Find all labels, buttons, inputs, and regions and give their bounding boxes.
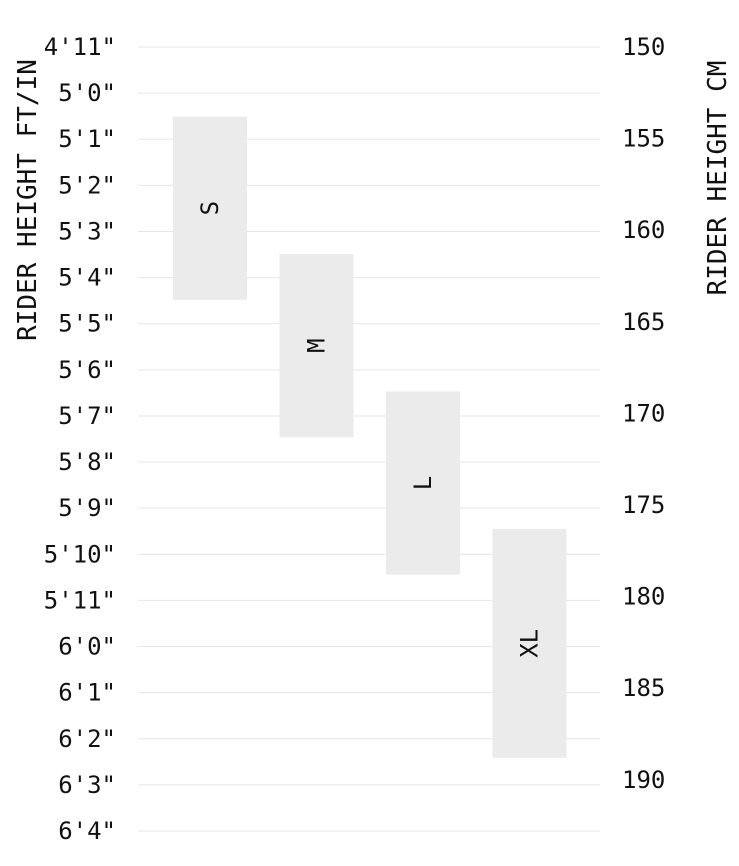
cm-tick-label: 165 xyxy=(622,308,665,336)
size-label-m: M xyxy=(303,338,331,352)
ft-tick-label: 5'0" xyxy=(58,79,116,107)
cm-tick-label: 185 xyxy=(622,674,665,702)
ft-tick-label: 6'2" xyxy=(58,725,116,753)
cm-tick-label: 190 xyxy=(622,766,665,794)
cm-tick-label: 175 xyxy=(622,491,665,519)
ft-tick-label: 5'7" xyxy=(58,402,116,430)
size-bar-s xyxy=(173,116,247,300)
size-bars: S M L XL xyxy=(173,116,567,758)
ft-tick-label: 5'11" xyxy=(44,586,116,614)
ft-tick-label: 5'6" xyxy=(58,356,116,384)
size-label-l: L xyxy=(409,476,437,490)
size-bar-xl xyxy=(492,528,567,758)
right-axis-title: RIDER HEIGHT CM xyxy=(703,61,733,296)
size-label-xl: XL xyxy=(516,629,544,658)
ft-tick-label: 5'4" xyxy=(58,264,116,292)
cm-tick-label: 150 xyxy=(622,33,665,61)
ft-tick-label: 5'9" xyxy=(58,494,116,522)
cm-tick-label: 155 xyxy=(622,125,665,153)
cm-tick-label: 170 xyxy=(622,399,665,427)
ft-tick-label: 6'3" xyxy=(58,771,116,799)
ft-tick-label: 5'5" xyxy=(58,310,116,338)
size-bar-m xyxy=(279,254,354,438)
ft-tick-label: 5'2" xyxy=(58,171,116,199)
ft-tick-label: 5'3" xyxy=(58,217,116,245)
ft-tick-label: 6'1" xyxy=(58,679,116,707)
ft-tick-label: 5'10" xyxy=(44,540,116,568)
size-bar-l xyxy=(386,391,460,575)
ft-tick-label: 5'8" xyxy=(58,448,116,476)
cm-tick-label: 180 xyxy=(622,583,665,611)
ft-tick-label: 6'4" xyxy=(58,817,116,845)
ft-tick-label: 5'1" xyxy=(58,125,116,153)
cm-tick-label: 160 xyxy=(622,216,665,244)
right-axis-ticks: 150 155 160 165 170 175 180 185 190 xyxy=(622,33,665,794)
left-axis-ticks: 4'11" 5'0" 5'1" 5'2" 5'3" 5'4" 5'5" 5'6" 5'7" 5'8… xyxy=(44,33,116,845)
ft-tick-label: 6'0" xyxy=(58,633,116,661)
ft-tick-label: 4'11" xyxy=(44,33,116,61)
size-label-s: S xyxy=(196,201,224,215)
left-axis-title: RIDER HEIGHT FT/IN xyxy=(13,59,43,341)
